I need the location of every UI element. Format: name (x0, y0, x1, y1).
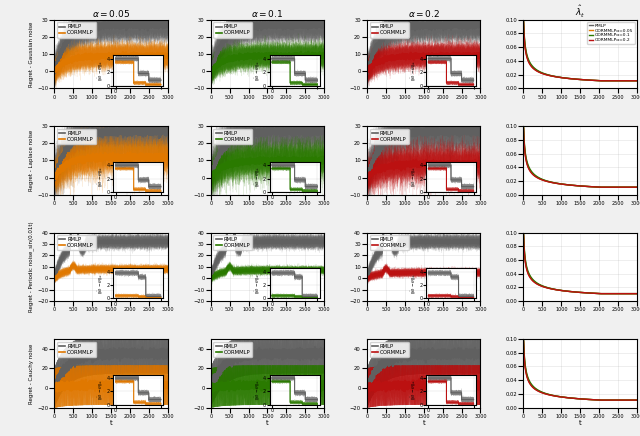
Legend: RMLP, OORMMLP: RMLP, OORMMLP (213, 235, 252, 250)
X-axis label: t: t (422, 420, 425, 426)
Legend: RMLP, OORMMLP: RMLP, OORMMLP (370, 342, 408, 357)
Title: $\alpha = 0.2$: $\alpha = 0.2$ (408, 8, 440, 19)
Legend: RMLP, OORMMLP: RMLP, OORMMLP (57, 22, 96, 37)
Y-axis label: Regret - Cauchy noise: Regret - Cauchy noise (29, 343, 35, 403)
X-axis label: t: t (109, 420, 113, 426)
Legend: RMLP, OORMMLP: RMLP, OORMMLP (370, 22, 408, 37)
Legend: RMLP, OORMMLP: RMLP, OORMMLP (213, 22, 252, 37)
Legend: RMLP, OORMMLP: RMLP, OORMMLP (57, 129, 96, 144)
Y-axis label: Regret - Gaussian noise: Regret - Gaussian noise (29, 21, 35, 87)
Y-axis label: Regret - Periodic noise_sin(0.01t): Regret - Periodic noise_sin(0.01t) (29, 221, 35, 312)
Legend: RMLP, OORMMLP: RMLP, OORMMLP (213, 342, 252, 357)
Title: $\alpha = 0.05$: $\alpha = 0.05$ (92, 8, 130, 19)
X-axis label: t: t (266, 420, 269, 426)
Legend: RMLP, OORMMLP: RMLP, OORMMLP (213, 129, 252, 144)
Legend: RMLP, OORMMLPα=0.05, OORMMLPα=0.1, OORMMLPα=0.2: RMLP, OORMMLPα=0.05, OORMMLPα=0.1, OORMM… (587, 22, 635, 44)
Legend: RMLP, OORMMLP: RMLP, OORMMLP (370, 129, 408, 144)
X-axis label: t: t (579, 420, 582, 426)
Legend: RMLP, OORMMLP: RMLP, OORMMLP (57, 235, 96, 250)
Legend: RMLP, OORMMLP: RMLP, OORMMLP (57, 342, 96, 357)
Title: $\hat{\lambda}_t$: $\hat{\lambda}_t$ (575, 3, 586, 20)
Legend: RMLP, OORMMLP: RMLP, OORMMLP (370, 235, 408, 250)
Title: $\alpha = 0.1$: $\alpha = 0.1$ (251, 8, 284, 19)
Y-axis label: Regret - Laplace noise: Regret - Laplace noise (29, 130, 35, 191)
